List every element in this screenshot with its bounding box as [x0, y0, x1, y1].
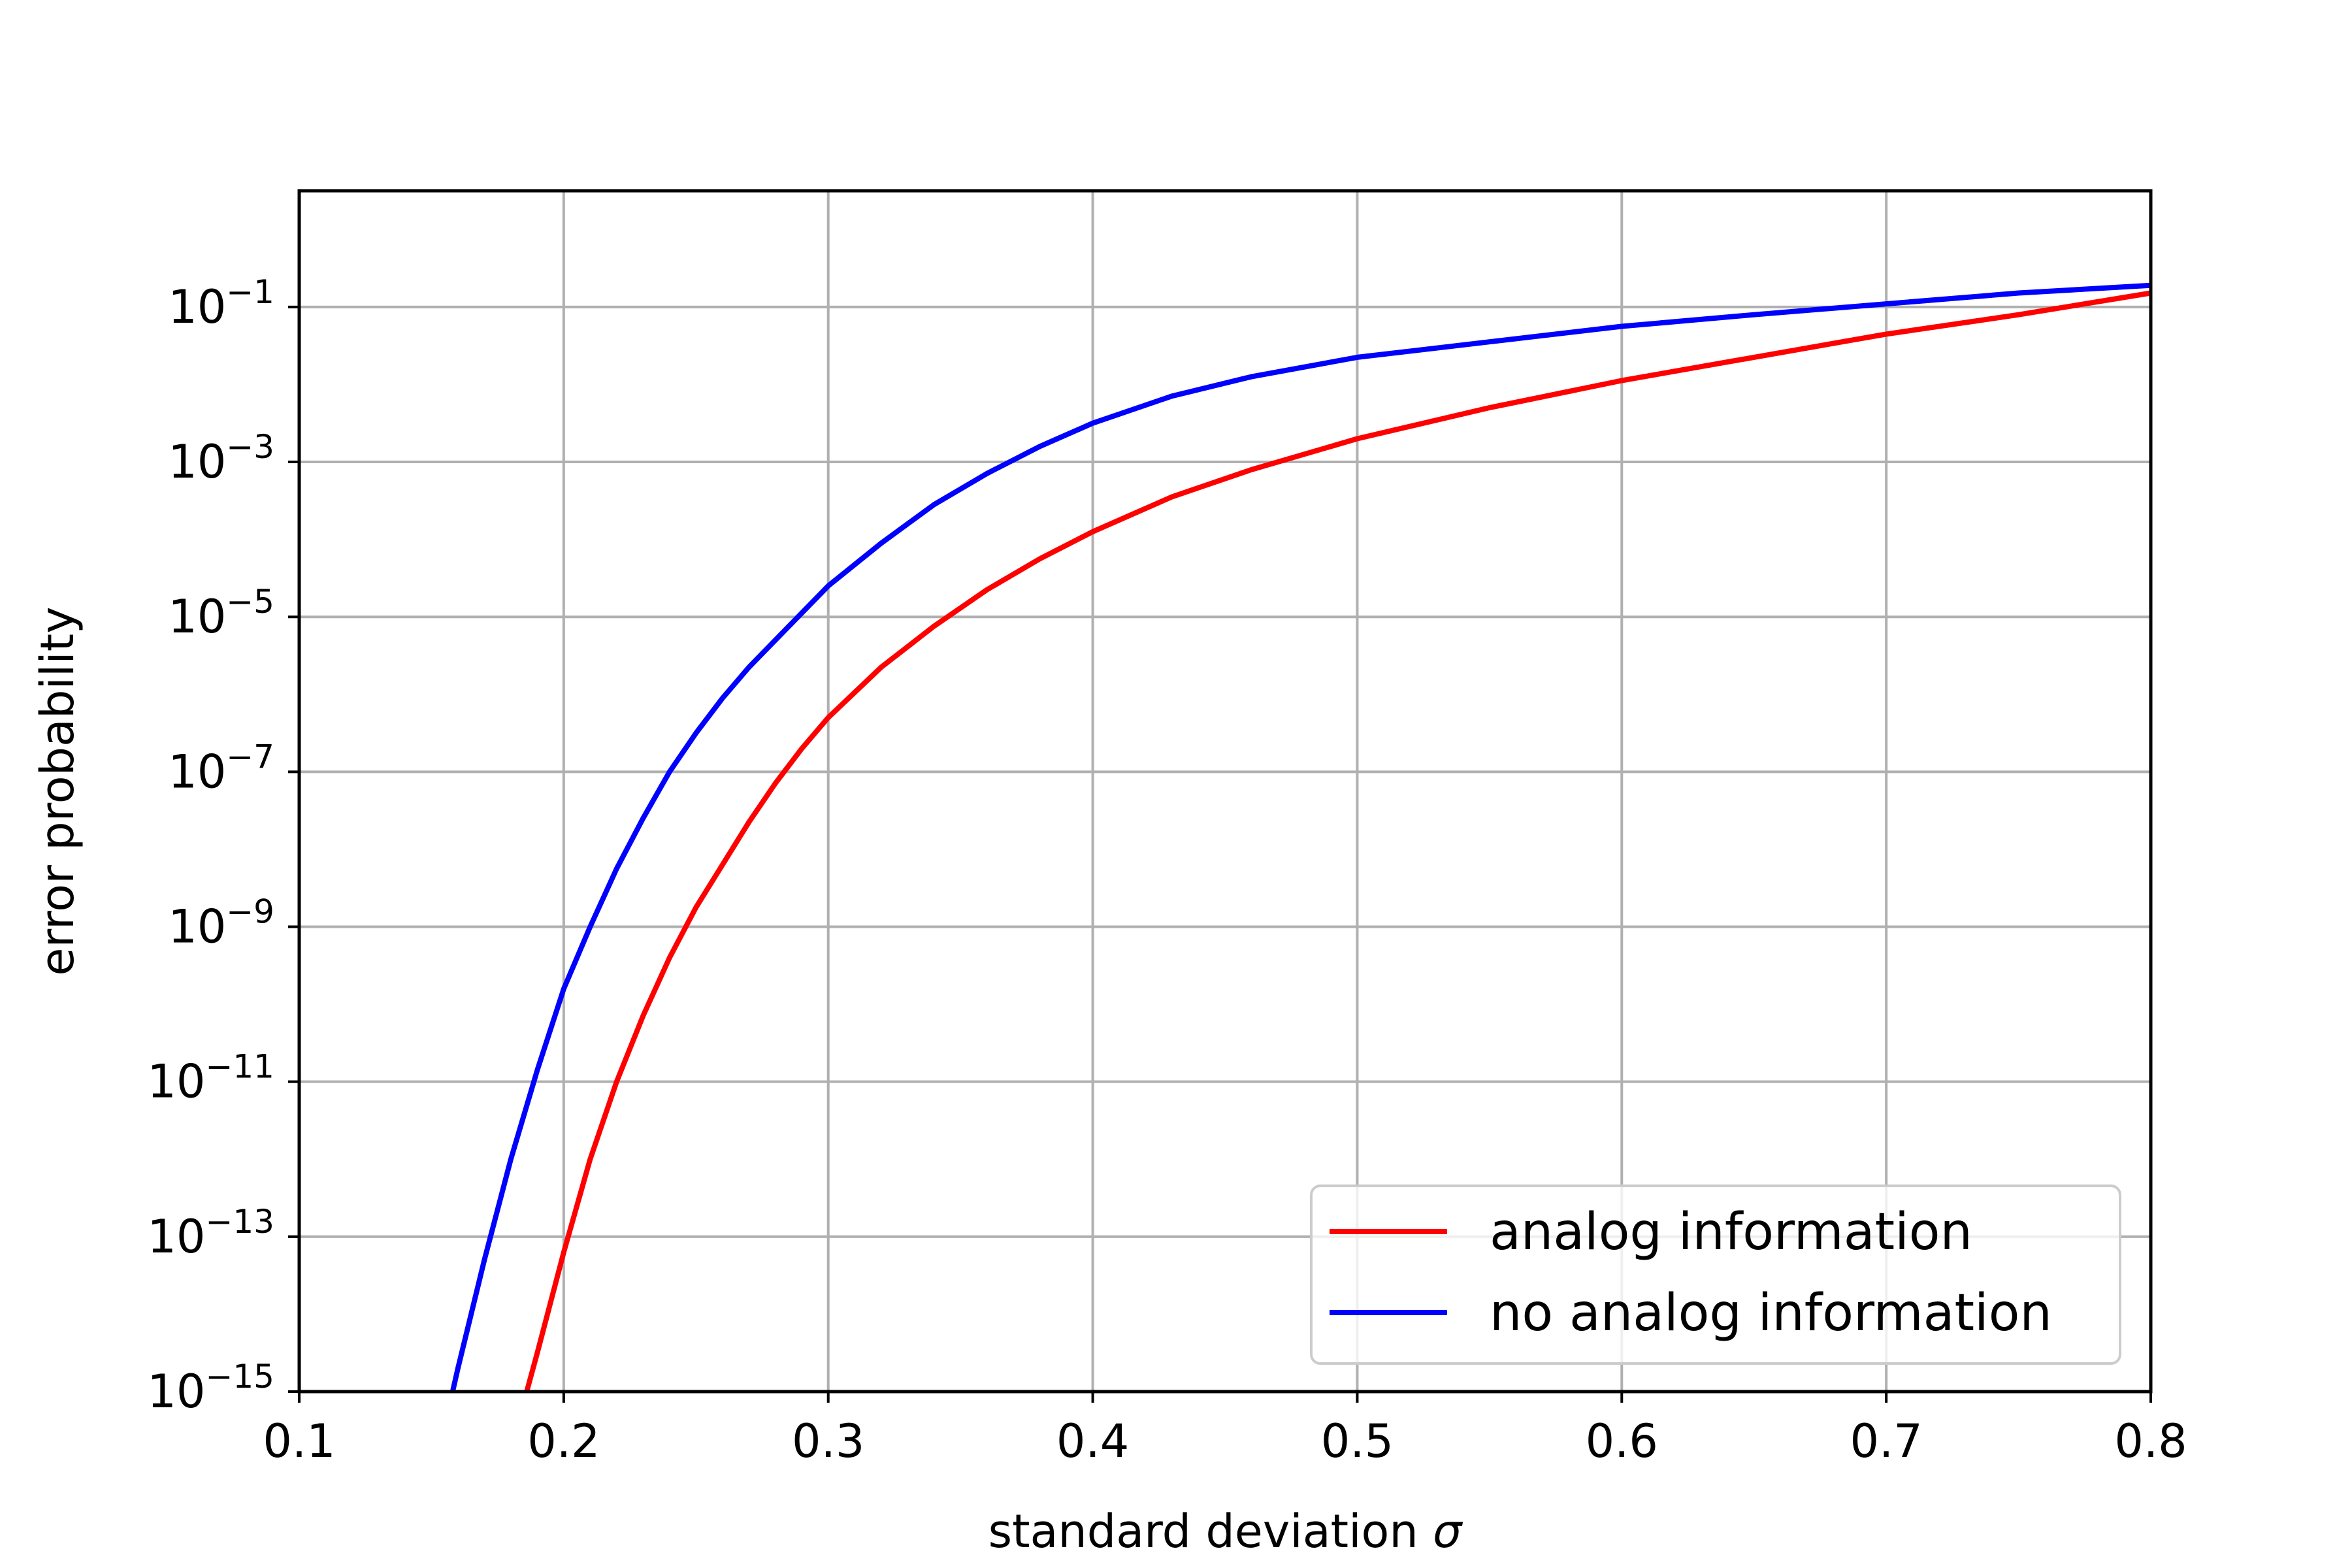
x-tick-label-0-7: 0.7 [1850, 1414, 1922, 1468]
y-tick-label-exp-15: 10−15 [147, 1358, 274, 1418]
y-tick-label-exp-3: 10−3 [168, 428, 274, 489]
y-tick-label-exp-1: 10−1 [168, 273, 274, 334]
series-line-no-analog-information [449, 282, 2151, 1392]
x-tick-label-0-2: 0.2 [527, 1414, 600, 1468]
x-tick-label-0-1: 0.1 [263, 1414, 335, 1468]
x-axis-label-symbol: σ [1433, 1505, 1463, 1558]
y-tick-label-exp-5: 10−5 [168, 583, 274, 644]
x-tick-label-0-3: 0.3 [792, 1414, 864, 1468]
legend-label-no-analog-information: no analog information [1490, 1284, 2052, 1343]
legend-box [1310, 1184, 2121, 1365]
y-axis-label: error probability [31, 606, 84, 975]
series-group [449, 282, 2151, 1393]
x-tick-label-0-6: 0.6 [1586, 1414, 1658, 1468]
series-line-analog-information [524, 290, 2151, 1393]
x-tick-label-0-4: 0.4 [1056, 1414, 1129, 1468]
y-tick-label-exp-9: 10−9 [168, 893, 274, 954]
y-tick-label-exp-11: 10−11 [147, 1048, 274, 1109]
y-tick-label-exp-7: 10−7 [168, 738, 274, 798]
ticks: 0.1 0.2 0.3 0.4 0.5 0.6 0.7 0.8 10−1 10−3 10−5 10−7… [147, 273, 2187, 1468]
x-tick-label-0-5: 0.5 [1321, 1414, 1394, 1468]
y-tick-label-exp-13: 10−13 [147, 1203, 274, 1264]
x-tick-label-0-8: 0.8 [2114, 1414, 2187, 1468]
legend-label-analog-information: analog information [1490, 1203, 1972, 1262]
plot-frame [297, 189, 2153, 1394]
x-axis-label: standard deviation σ [988, 1505, 1463, 1558]
x-axis-label-text: standard deviation [988, 1505, 1418, 1558]
legend: analog information no analog information [1310, 1184, 2121, 1365]
